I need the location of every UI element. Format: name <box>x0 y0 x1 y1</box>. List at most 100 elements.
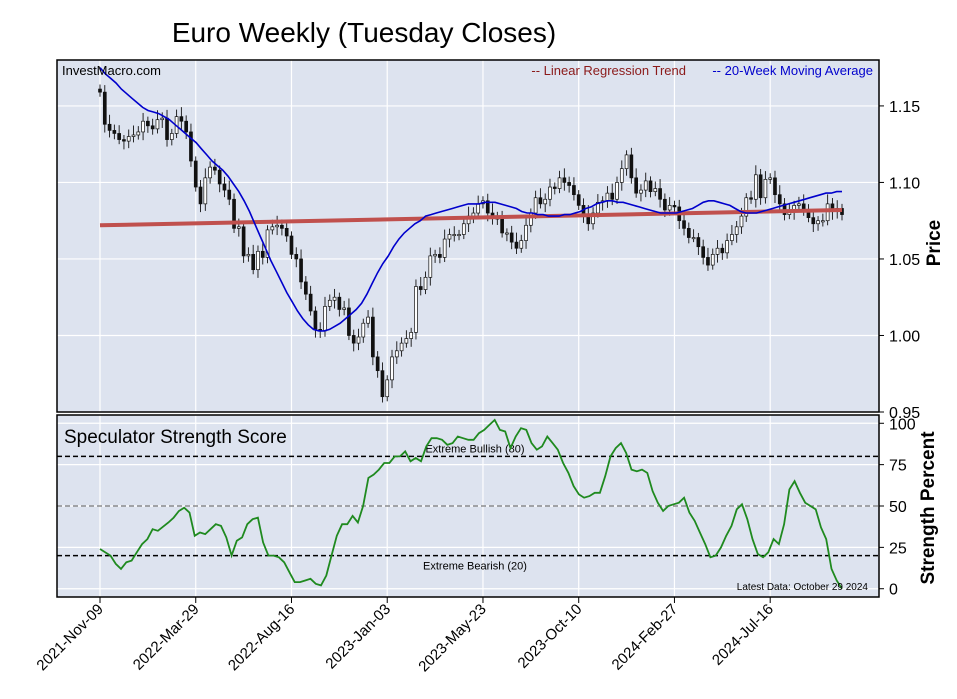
price-candle <box>442 229 447 263</box>
price-candle <box>715 239 720 263</box>
price-candle <box>615 176 619 204</box>
candle-body <box>227 189 232 200</box>
price-candle <box>337 292 342 317</box>
price-candle <box>552 182 557 195</box>
candle-body <box>313 310 318 330</box>
candle-body <box>710 254 715 266</box>
price-candle <box>289 231 294 259</box>
price-candle <box>624 150 629 176</box>
candle-body <box>610 192 615 200</box>
price-panel <box>57 60 879 412</box>
price-candle <box>768 173 773 184</box>
price-candle <box>189 123 193 167</box>
price-candle <box>98 84 102 97</box>
candle-body <box>533 197 538 214</box>
candle-body <box>289 235 294 255</box>
price-candle <box>758 168 763 205</box>
candle-body <box>686 227 691 238</box>
x-tick-label: 2024-Jul-16 <box>709 601 777 669</box>
candle-body <box>179 116 184 122</box>
x-tick-label: 2021-Nov-09 <box>33 601 106 674</box>
price-candle <box>753 165 758 208</box>
strength-y-axis-label: Strength Percent <box>918 431 939 585</box>
price-candle <box>208 161 212 184</box>
price-candle <box>461 216 466 240</box>
price-candle <box>591 207 595 230</box>
price-candle <box>428 247 433 286</box>
price-candle <box>414 279 418 340</box>
candle-body <box>308 293 313 312</box>
strength-score-line <box>99 418 843 590</box>
candle-body <box>548 186 552 200</box>
x-tick-label: 2022-Mar-29 <box>130 601 203 674</box>
strength-y-tick-label: 25 <box>889 540 907 557</box>
price-candle <box>193 156 198 192</box>
price-candle <box>356 328 361 351</box>
candle-body <box>399 342 404 352</box>
candle-body <box>682 220 686 229</box>
candle-body <box>222 183 227 191</box>
price-y-axis: 1.15 1.10 1.05 1.00 0.95 <box>879 99 920 422</box>
candle-body <box>337 296 342 310</box>
price-candle <box>299 249 303 289</box>
candle-body <box>361 322 366 338</box>
price-candle <box>112 124 117 140</box>
candle-body <box>213 166 217 171</box>
x-axis: 2021-Nov-09 2022-Mar-29 2022-Aug-16 2023-Ja… <box>33 597 777 675</box>
candle-body <box>500 218 504 234</box>
candle-body <box>299 258 303 283</box>
candle-body <box>371 316 375 358</box>
price-candle <box>332 288 337 309</box>
candle-body <box>768 177 773 180</box>
candle-body <box>131 134 136 137</box>
candle-body <box>552 186 557 189</box>
price-candle <box>433 249 437 263</box>
price-candle <box>744 193 749 222</box>
candle-body <box>351 335 356 344</box>
price-candle <box>686 222 691 244</box>
price-candle <box>102 85 107 133</box>
price-candle <box>519 234 524 253</box>
candle-body <box>658 188 662 200</box>
price-candle <box>217 165 222 193</box>
candle-body <box>284 227 289 237</box>
candle-body <box>150 125 155 130</box>
price-candle <box>730 224 734 246</box>
legend-moving-average: -- 20-Week Moving Average <box>712 63 873 78</box>
price-candle <box>538 188 543 209</box>
candle-body <box>270 226 275 231</box>
candle-body <box>146 120 150 127</box>
price-candle <box>141 112 145 141</box>
price-candle <box>725 233 729 259</box>
candle-body <box>342 307 346 310</box>
price-candle <box>572 177 576 201</box>
strength-panel-title: Speculator Strength Score <box>64 427 287 448</box>
candle-body <box>112 130 117 134</box>
candle-body <box>208 166 212 179</box>
price-candle <box>198 179 203 213</box>
candle-body <box>438 254 442 258</box>
price-candle <box>447 228 452 248</box>
candle-body <box>816 220 820 225</box>
x-tick-label: 2022-Aug-16 <box>225 601 298 674</box>
price-candle <box>241 222 246 263</box>
chart-title: Euro Weekly (Tuesday Closes) <box>172 17 556 48</box>
candle-body <box>509 232 514 243</box>
candle-body <box>667 205 672 211</box>
price-candle <box>643 172 648 198</box>
candle-body <box>418 286 423 290</box>
candle-body <box>189 131 193 162</box>
price-candle <box>390 349 394 389</box>
price-candle <box>265 225 270 264</box>
strength-y-tick-label: 100 <box>889 416 916 433</box>
candle-body <box>414 286 418 333</box>
candle-body <box>375 356 380 372</box>
candle-body <box>280 224 284 229</box>
candle-body <box>447 234 452 240</box>
price-y-tick-label: 1.10 <box>889 175 920 192</box>
price-candle <box>227 180 232 206</box>
candle-body <box>619 168 624 183</box>
candle-body <box>232 198 236 229</box>
